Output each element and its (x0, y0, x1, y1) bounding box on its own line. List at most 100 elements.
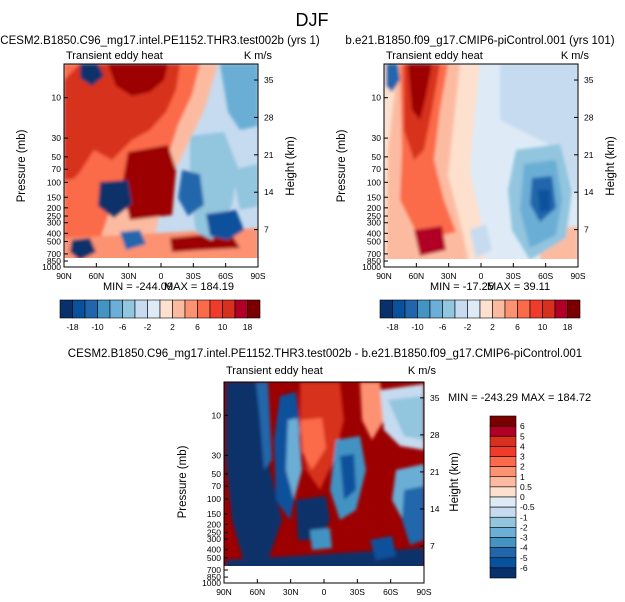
colorbar-label: -18 (66, 322, 79, 332)
y-tick-label: 100 (367, 177, 381, 187)
y-tick-right-label: 7 (430, 541, 435, 551)
colorbar-label: 18 (563, 322, 573, 332)
negative-region (470, 224, 492, 258)
colorbar-segment (197, 299, 211, 319)
x-tick-label: 90S (416, 587, 431, 597)
colorbar-label: 6 (520, 421, 525, 431)
y-tick-label: 150 (47, 192, 61, 202)
x-tick-label: 60N (409, 271, 425, 281)
y-tick-label: 400 (207, 545, 221, 555)
colorbar-segment (454, 299, 468, 319)
colorbar-segment (489, 435, 517, 447)
axis-ticks: 90N 60N 30N 0 30S 60S 90S103050701001502002503… (202, 393, 440, 597)
x-tick-label: 90N (216, 587, 232, 597)
negative-region (286, 418, 302, 500)
minmax-label: MIN = -243.29 MAX = 184.72 (448, 392, 591, 404)
y-tick-label: 1000 (362, 262, 381, 272)
y-tick-label: 400 (47, 228, 61, 238)
y-tick-label: 200 (367, 203, 381, 213)
y-tick-right-label: 28 (584, 112, 594, 122)
colorbar-segment (392, 299, 406, 319)
y-tick-label: 70 (372, 164, 382, 174)
y-tick-right-label: 21 (430, 467, 440, 477)
x-tick-label: 60S (538, 271, 553, 281)
colorbar-segment (489, 527, 517, 538)
colorbar-label: -6 (439, 322, 447, 332)
y-tick-right-label: 35 (430, 393, 440, 403)
x-tick-label: 30S (186, 271, 201, 281)
y-tick-label: 50 (372, 152, 382, 162)
x-tick-label: 60N (89, 271, 105, 281)
colorbar-segment (489, 446, 517, 457)
y-tick-label: 400 (367, 228, 381, 238)
colorbar-label: 2 (490, 322, 495, 332)
topography-mask (224, 566, 424, 583)
y-tick-label: 200 (207, 519, 221, 529)
y-tick-label: 10 (212, 410, 222, 420)
y-axis-label: Pressure (mb) (177, 445, 189, 518)
colorbar-label: 0 (520, 492, 525, 502)
y-tick-label: 850 (47, 256, 61, 266)
x-tick-label: 0 (322, 587, 327, 597)
colorbar-label: 1 (520, 472, 525, 482)
y-tick-label: 250 (47, 211, 61, 221)
colorbar-segment (147, 299, 161, 319)
colorbar-segment (159, 299, 173, 319)
y-tick-label: 50 (52, 152, 62, 162)
colorbar-label: -5 (520, 553, 528, 563)
colorbar: -18 -10 -6 -2 2 6 10 18 (59, 299, 261, 332)
y-axis-label: Pressure (mb) (16, 129, 28, 202)
y-tick-label: 100 (47, 177, 61, 187)
y-tick-label: 250 (367, 211, 381, 221)
y-tick-label: 700 (47, 249, 61, 259)
colorbar-segment (492, 299, 506, 319)
min-label: MIN = -244.09 (103, 281, 173, 293)
panel-title: CESM2.B1850.C96_mg17.intel.PE1152.THR3.t… (68, 348, 582, 360)
negative-region (340, 454, 356, 500)
y-tick-label: 1000 (202, 578, 221, 588)
colorbar-segment (222, 299, 236, 319)
y-tick-label: 100 (207, 494, 221, 504)
y-tick-label: 30 (372, 133, 382, 143)
colorbar-segment (489, 547, 517, 559)
y-tick-label: 500 (207, 553, 221, 563)
negative-region (206, 210, 244, 240)
colorbar-segment (122, 299, 136, 319)
negative-region (98, 180, 132, 218)
y-tick-label: 10 (372, 93, 382, 103)
y-tick-label: 150 (367, 192, 381, 202)
subtitle-right: K m/s (561, 50, 590, 62)
y-tick-right-label: 35 (584, 75, 594, 85)
panel-title: b.e21.B1850.f09_g17.CMIP6-piControl.001 … (345, 35, 614, 47)
topography-mask (64, 258, 258, 267)
colorbar: -18 -10 -6 -2 2 6 10 18 (379, 299, 581, 332)
colorbar-label: -10 (411, 322, 424, 332)
colorbar-label: 4 (520, 441, 525, 451)
x-tick-label: 30S (350, 587, 365, 597)
colorbar-segment (504, 299, 518, 319)
y-tick-label: 500 (367, 237, 381, 247)
subtitle-right: K m/s (408, 365, 437, 377)
max-label: MAX = 39.11 (487, 281, 550, 293)
y-tick-label: 30 (212, 450, 222, 460)
x-tick-label: 90S (250, 271, 265, 281)
panel-difference: CESM2.B1850.C96_mg17.intel.PE1152.THR3.t… (68, 348, 591, 597)
y-axis-label-right: Height (km) (285, 136, 297, 196)
x-tick-label: 0 (479, 271, 484, 281)
colorbar-segment (489, 415, 517, 427)
colorbar-label: 3 (520, 452, 525, 462)
y-tick-label: 70 (52, 164, 62, 174)
colorbar-segment (109, 299, 123, 319)
colorbar-segment (489, 557, 517, 569)
y-tick-right-label: 35 (264, 75, 274, 85)
colorbar-segment (489, 425, 517, 437)
y-tick-right-label: 21 (584, 150, 594, 160)
panel-title: CESM2.B1850.C96_mg17.intel.PE1152.THR3.t… (0, 35, 320, 47)
x-tick-label: 60N (250, 587, 266, 597)
colorbar-segment (72, 299, 86, 319)
y-tick-label: 700 (207, 565, 221, 575)
negative-region (402, 486, 424, 545)
colorbar-segment (247, 299, 261, 319)
max-label: MAX = 184.19 (164, 281, 234, 293)
